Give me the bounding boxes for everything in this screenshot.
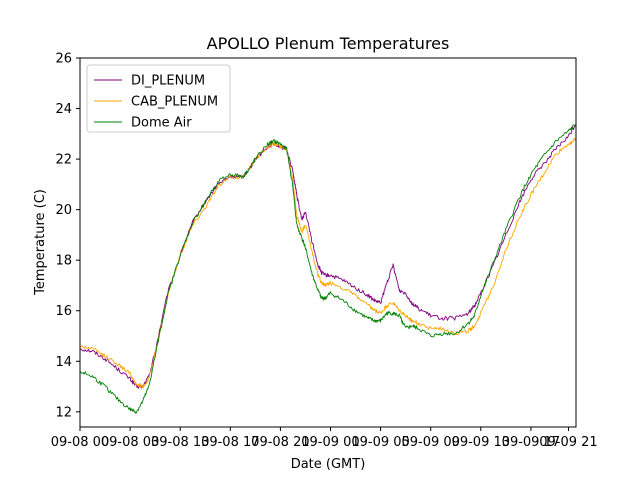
x-tick-label: 09-09 17 [502,435,560,450]
y-tick-label: 14 [55,355,72,370]
y-tick-label: 16 [55,304,72,319]
x-tick-label: 09-08 13 [151,435,209,450]
x-tick-label: 09-09 01 [301,435,359,450]
y-axis: 12 14 16 18 20 22 24 26 [55,52,80,420]
y-tick-label: 18 [55,254,72,269]
y-tick-label: 24 [55,102,72,117]
x-tick-label: 09-09 09 [401,435,459,450]
legend: DI_PLENUM CAB_PLENUM Dome Air [86,64,231,133]
series-line-cab-plenum [79,137,577,389]
legend-label-cab-plenum: CAB_PLENUM [131,95,218,110]
x-axis-label: Date (GMT) [291,457,366,472]
y-axis-label: Temperature (C) [33,189,48,296]
y-tick-label: 12 [55,405,72,420]
x-tick-label: 09-08 21 [251,435,309,450]
legend-label-di-plenum: DI_PLENUM [131,74,205,89]
series-line-di-plenum [79,123,577,389]
series-line-dome-air [79,123,577,414]
y-tick-label: 22 [55,153,72,168]
x-tick-label: 09-08 00 [51,435,109,450]
legend-label-dome-air: Dome Air [131,116,192,131]
y-tick-label: 26 [55,52,72,67]
x-tick-label: 09-09 13 [452,435,510,450]
y-tick-label: 20 [55,203,72,218]
x-tick-label: 09-09 05 [351,435,409,450]
x-tick-label: 09-08 17 [201,435,259,450]
legend-box [86,64,231,133]
x-tick-label: 09-09 21 [539,435,597,450]
x-tick-label: 09-08 03 [101,435,159,450]
series-layer [79,123,577,414]
chart-title: APOLLO Plenum Temperatures [207,34,450,53]
plot-frame [79,57,577,428]
